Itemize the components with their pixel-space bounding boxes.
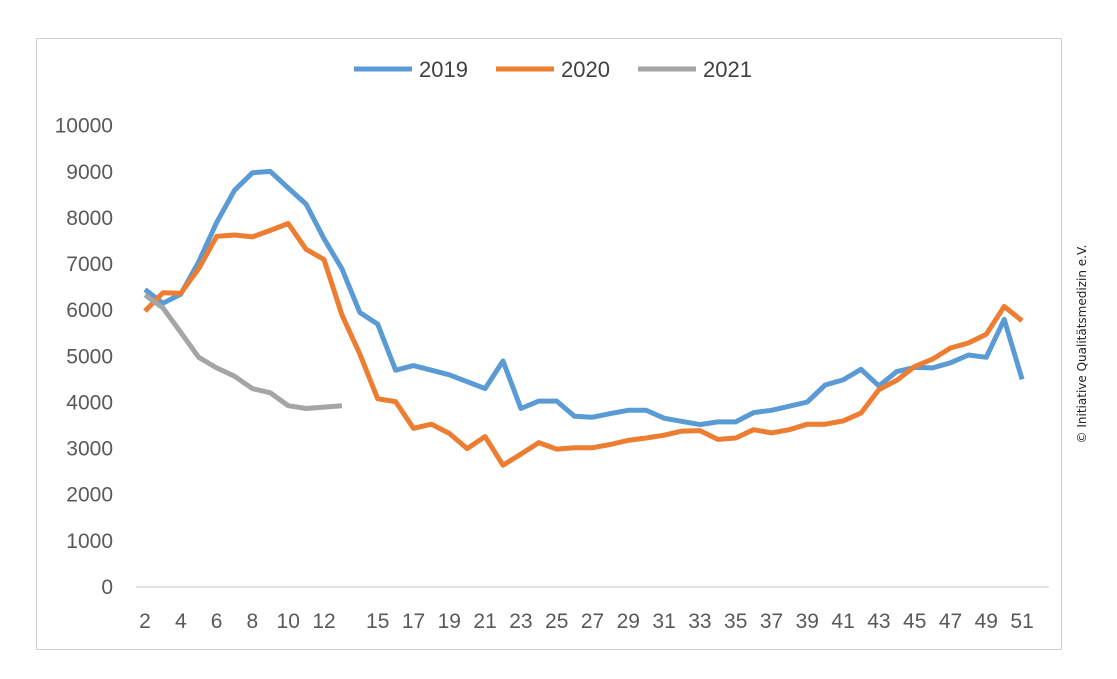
y-tick-label: 0 xyxy=(101,576,113,599)
y-tick-label: 4000 xyxy=(66,391,113,414)
x-tick-label: 21 xyxy=(473,610,496,633)
copyright-notice: © Initiative Qualitätsmedizin e.V. xyxy=(1075,244,1089,444)
x-tick-label: 8 xyxy=(247,610,259,633)
y-axis: 0 1000 2000 3000 4000 5000 6000 7000 8000 9000 100… xyxy=(55,115,113,599)
x-tick-label: 29 xyxy=(617,610,640,633)
x-tick-label: 41 xyxy=(831,610,854,633)
y-tick-label: 5000 xyxy=(66,345,113,368)
legend: 2019 2020 2021 xyxy=(354,57,752,82)
y-tick-label: 9000 xyxy=(66,161,113,184)
x-tick-label: 15 xyxy=(366,610,389,633)
x-tick-label: 39 xyxy=(796,610,819,633)
x-tick-label: 2 xyxy=(139,610,151,633)
x-tick-label: 33 xyxy=(688,610,711,633)
x-tick-label: 25 xyxy=(545,610,568,633)
series-layer xyxy=(143,168,1025,468)
x-tick-label: 6 xyxy=(211,610,223,633)
y-tick-label: 1000 xyxy=(66,530,113,553)
x-tick-label: 51 xyxy=(1010,610,1033,633)
x-tick-label: 37 xyxy=(760,610,783,633)
y-tick-label: 10000 xyxy=(55,115,113,138)
x-tick-label: 27 xyxy=(581,610,604,633)
y-tick-label: 2000 xyxy=(66,484,113,507)
x-tick-label: 12 xyxy=(312,610,335,633)
x-tick-label: 35 xyxy=(724,610,747,633)
legend-label-2019: 2019 xyxy=(419,57,468,82)
line-chart: 2019 2020 2021 0 1000 2000 3000 4000 5000 6000 70… xyxy=(55,57,1049,633)
x-tick-label: 23 xyxy=(509,610,532,633)
legend-label-2021: 2021 xyxy=(703,57,752,82)
x-tick-label: 47 xyxy=(939,610,962,633)
series-line-2020 xyxy=(143,221,1024,468)
x-tick-label: 10 xyxy=(277,610,300,633)
y-tick-label: 6000 xyxy=(66,299,113,322)
x-tick-label: 19 xyxy=(438,610,461,633)
x-tick-label: 17 xyxy=(402,610,425,633)
y-tick-label: 3000 xyxy=(66,438,113,461)
x-axis: 2 4 6 8 10 12 15 17 19 21 23 25 27 29 31 33 35 37 39 41 43 45… xyxy=(136,586,1049,633)
y-tick-label: 8000 xyxy=(66,207,113,230)
x-tick-label: 43 xyxy=(867,610,890,633)
x-tick-label: 45 xyxy=(903,610,926,633)
chart-frame: 2019 2020 2021 0 1000 2000 3000 4000 5000 6000 70… xyxy=(36,38,1062,650)
x-tick-label: 4 xyxy=(175,610,187,633)
y-tick-label: 7000 xyxy=(66,253,113,276)
series-line-2019 xyxy=(143,168,1025,428)
series-line-2021 xyxy=(143,292,343,411)
legend-label-2020: 2020 xyxy=(561,57,610,82)
x-tick-label: 49 xyxy=(975,610,998,633)
x-tick-label: 31 xyxy=(652,610,675,633)
